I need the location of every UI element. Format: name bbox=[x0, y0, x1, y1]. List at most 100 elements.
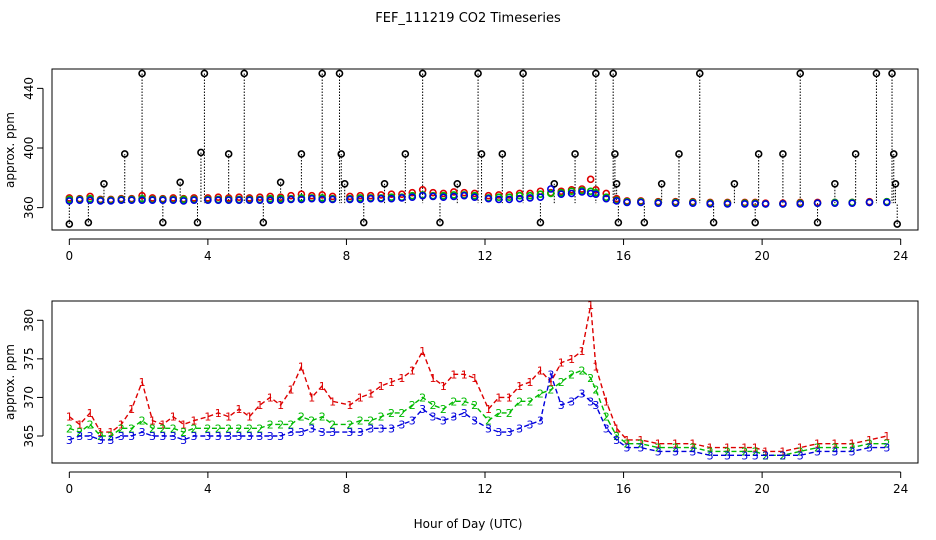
data-label-2: 2 bbox=[288, 418, 295, 431]
data-label-1: 1 bbox=[655, 438, 662, 451]
data-point-3 bbox=[883, 198, 891, 207]
data-point-3 bbox=[813, 199, 822, 207]
data-label-1: 1 bbox=[319, 380, 326, 393]
data-point-spikes bbox=[851, 150, 860, 158]
data-point-3 bbox=[526, 194, 534, 202]
data-point-2 bbox=[515, 191, 524, 200]
data-label-2: 2 bbox=[471, 399, 478, 412]
data-point-spikes bbox=[536, 218, 545, 227]
data-point-spikes bbox=[200, 69, 209, 78]
data-label-3: 3 bbox=[689, 445, 696, 458]
data-label-2: 2 bbox=[149, 422, 156, 435]
data-label-1: 1 bbox=[298, 361, 305, 374]
data-label-1: 1 bbox=[357, 391, 364, 404]
data-label-1: 1 bbox=[866, 434, 873, 447]
data-point-3 bbox=[297, 195, 306, 204]
data-point-spikes bbox=[779, 150, 787, 158]
data-point-3 bbox=[107, 197, 115, 205]
data-point-spikes bbox=[176, 178, 184, 187]
data-label-1: 1 bbox=[741, 442, 748, 455]
data-point-3 bbox=[169, 196, 178, 204]
top-y-tick-label: 440 bbox=[22, 77, 36, 100]
data-label-2: 2 bbox=[558, 376, 565, 389]
data-point-spikes bbox=[100, 179, 108, 188]
data-label-2: 2 bbox=[592, 384, 599, 397]
data-label-2: 2 bbox=[204, 422, 211, 435]
bottom-y-axis-label: approx. ppm bbox=[3, 344, 17, 420]
data-label-1: 1 bbox=[430, 372, 437, 385]
data-point-3 bbox=[398, 194, 406, 202]
data-label-1: 1 bbox=[204, 411, 211, 424]
data-point-spikes bbox=[831, 179, 839, 188]
data-label-3: 3 bbox=[849, 445, 856, 458]
data-label-3: 3 bbox=[204, 430, 211, 443]
data-label-3: 3 bbox=[107, 434, 114, 447]
data-label-3: 3 bbox=[329, 426, 336, 439]
data-point-3 bbox=[671, 199, 680, 207]
data-label-3: 3 bbox=[672, 445, 679, 458]
data-label-3: 3 bbox=[298, 426, 305, 439]
chart-title: FEF_111219 CO2 Timeseries bbox=[375, 11, 561, 26]
bottom-y-tick-label: 370 bbox=[22, 386, 36, 409]
series-3-line bbox=[69, 371, 887, 456]
data-label-3: 3 bbox=[547, 368, 554, 381]
data-label-1: 1 bbox=[66, 411, 73, 424]
bottom-x-tick-label: 16 bbox=[616, 482, 631, 496]
data-point-3 bbox=[623, 198, 631, 207]
data-point-3 bbox=[204, 196, 212, 204]
data-label-1: 1 bbox=[225, 411, 232, 424]
top-x-tick-label: 24 bbox=[893, 249, 908, 263]
data-point-spikes bbox=[65, 220, 74, 228]
data-label-3: 3 bbox=[398, 418, 405, 431]
data-label-1: 1 bbox=[419, 345, 426, 358]
data-point-3 bbox=[547, 185, 555, 193]
data-point-spikes bbox=[418, 69, 427, 78]
data-point-3 bbox=[848, 199, 856, 207]
data-point-3 bbox=[96, 197, 105, 205]
data-point-3 bbox=[86, 196, 94, 204]
data-label-1: 1 bbox=[128, 403, 135, 416]
data-label-3: 3 bbox=[236, 430, 243, 443]
data-label-3: 3 bbox=[378, 422, 385, 435]
data-label-1: 1 bbox=[568, 353, 575, 366]
bottom-x-axis: 0 4 8 12 16 20 24 bbox=[65, 471, 908, 496]
bottom-panel-frame bbox=[51, 300, 919, 464]
data-label-1: 1 bbox=[236, 403, 243, 416]
data-label-1: 1 bbox=[170, 411, 177, 424]
data-label-3: 3 bbox=[613, 434, 620, 447]
data-label-1: 1 bbox=[180, 418, 187, 431]
data-label-2: 2 bbox=[107, 430, 114, 443]
data-point-spikes bbox=[872, 69, 881, 78]
data-point-3 bbox=[214, 196, 223, 204]
data-point-spikes bbox=[893, 220, 902, 228]
data-label-1: 1 bbox=[603, 395, 610, 408]
data-label-1: 1 bbox=[506, 391, 513, 404]
data-point-spikes bbox=[120, 150, 129, 158]
data-point-3 bbox=[65, 197, 74, 205]
data-point-3 bbox=[751, 200, 759, 208]
top-panel-frame bbox=[51, 68, 919, 231]
series-2-line bbox=[69, 369, 887, 456]
data-label-1: 1 bbox=[831, 438, 838, 451]
bottom-x-tick-label: 12 bbox=[477, 482, 492, 496]
data-label-2: 2 bbox=[139, 415, 146, 428]
data-point-3 bbox=[318, 195, 326, 204]
top-x-tick-label: 8 bbox=[343, 249, 351, 263]
data-label-1: 1 bbox=[724, 442, 731, 455]
data-point-3 bbox=[190, 196, 198, 204]
data-label-1: 1 bbox=[329, 395, 336, 408]
data-point-3 bbox=[536, 193, 545, 202]
data-point-3 bbox=[276, 196, 285, 204]
data-point-2 bbox=[536, 190, 545, 199]
data-label-3: 3 bbox=[603, 422, 610, 435]
data-point-2 bbox=[547, 189, 555, 198]
data-label-1: 1 bbox=[267, 391, 274, 404]
data-label-2: 2 bbox=[883, 438, 890, 451]
data-point-spikes bbox=[224, 150, 233, 158]
data-label-2: 2 bbox=[866, 438, 873, 451]
data-label-3: 3 bbox=[558, 399, 565, 412]
data-label-3: 3 bbox=[357, 426, 364, 439]
data-label-3: 3 bbox=[319, 426, 326, 439]
